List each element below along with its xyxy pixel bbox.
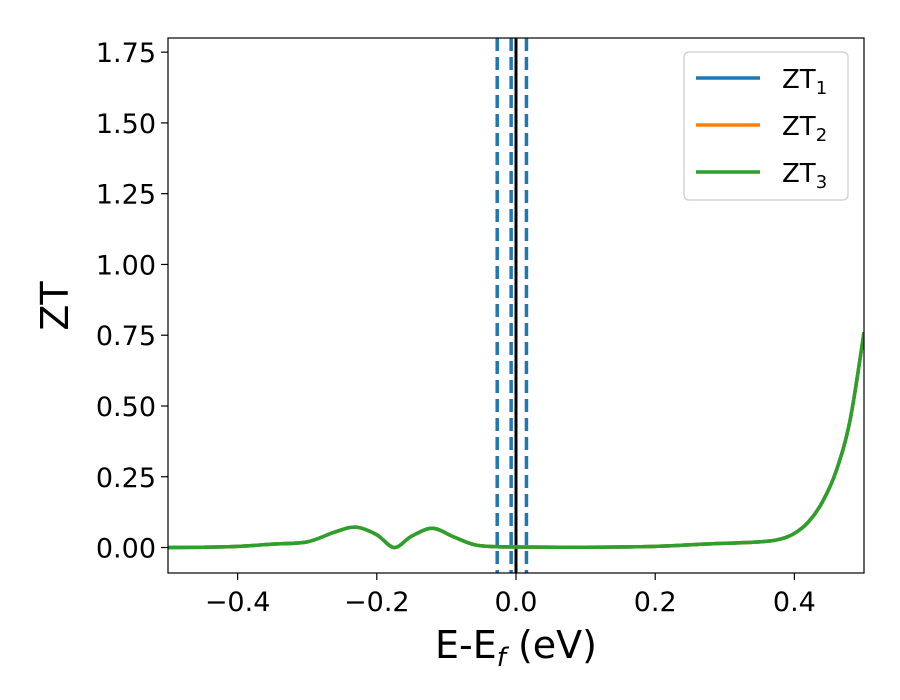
y-tick-label: 0.75 [96,321,156,352]
y-tick-label: 1.25 [96,180,156,211]
legend: ZT1 ZT2 ZT3 [683,51,849,201]
y-tick-label: 1.50 [96,109,156,140]
legend-box [683,51,849,201]
series-line-zt3 [168,332,864,550]
y-tick-label: 0.25 [96,463,156,494]
reference-lines [495,38,529,573]
y-axis-title: ZT [33,281,77,331]
x-axis: −0.4 −0.2 0.0 0.2 0.4 [205,573,816,618]
x-tick-label: 0.0 [495,587,538,618]
legend-label-zt1: ZT1 [782,65,827,99]
series-lines [168,332,864,550]
y-tick-label: 0.00 [96,534,156,565]
y-tick-label: 0.50 [96,392,156,423]
legend-label-zt3: ZT3 [782,159,827,193]
x-tick-label: −0.2 [344,587,410,618]
legend-label-zt2: ZT2 [782,112,827,146]
x-tick-label: −0.4 [205,587,271,618]
x-tick-label: 0.4 [773,587,816,618]
y-tick-label: 1.00 [96,250,156,281]
y-axis: 0.00 0.25 0.50 0.75 1.00 1.25 1.50 1.75 [96,38,168,565]
x-axis-title: E-Ef (eV) [435,623,597,673]
y-tick-label: 1.75 [96,38,156,69]
x-tick-label: 0.2 [634,587,677,618]
